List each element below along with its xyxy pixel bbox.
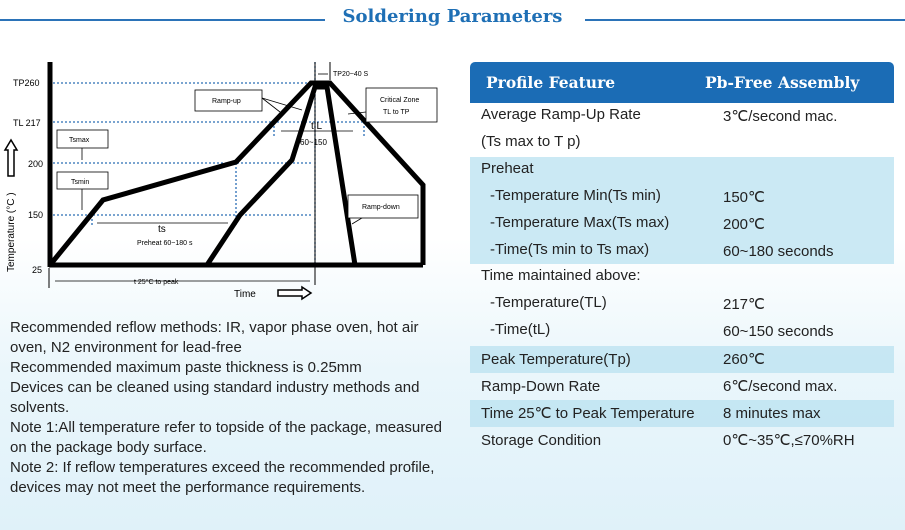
- table-row: Time maintained above: -Temperature(TL) …: [470, 264, 894, 346]
- row-value: 3℃/second mac.: [723, 108, 838, 125]
- table-row: Storage Condition 0℃~35℃,≤70%RH: [470, 427, 894, 454]
- tick-25: 25: [32, 265, 42, 275]
- ramp-up-label: Ramp-up: [212, 98, 241, 105]
- row-value: 260℃: [723, 351, 765, 368]
- ts-label: ts: [158, 224, 166, 235]
- tl-label: t L: [311, 121, 323, 132]
- row-label-2: (Ts max to T p): [481, 133, 581, 150]
- row-label: Ramp-Down Rate: [481, 378, 601, 395]
- tsmin-label: Tsmin: [71, 179, 89, 186]
- row-label: Average Ramp-Up Rate: [481, 106, 641, 123]
- critical-zone-label: Critical Zone: [380, 97, 419, 104]
- y-axis-label: Temperature (°C ): [6, 192, 17, 272]
- table-row: Time 25℃ to Peak Temperature 8 minutes m…: [470, 400, 894, 427]
- tick-tl217: TL 217: [13, 118, 41, 128]
- label-boxes: [56, 87, 438, 219]
- title-rule-left: [0, 19, 325, 21]
- table-row: Preheat -Temperature Min(Ts min) -Temper…: [470, 157, 894, 264]
- row-value: 6℃/second max.: [723, 378, 838, 395]
- header-profile-feature: Profile Feature: [486, 73, 616, 92]
- up-arrow-icon: [3, 138, 19, 177]
- row-sub-label: -Temperature Max(Ts max): [490, 214, 670, 231]
- profile-curves: [47, 62, 426, 268]
- row-value: 0℃~35℃,≤70%RH: [723, 432, 855, 449]
- row-label: Peak Temperature(Tp): [481, 351, 631, 368]
- tp-duration-label: TP20~40 S: [333, 71, 369, 78]
- row-value: 150℃: [723, 189, 765, 206]
- row-value: 217℃: [723, 296, 765, 313]
- notes: Recommended reflow methods: IR, vapor ph…: [10, 318, 450, 498]
- row-label: Time maintained above:: [481, 267, 641, 284]
- soldering-table: Profile Feature Pb-Free Assembly Average…: [470, 62, 894, 454]
- preheat-label: Preheat 60~180 s: [137, 240, 193, 247]
- title-rule-right: [585, 19, 905, 21]
- row-sub-label: -Time(tL): [490, 321, 551, 338]
- row-value: 8 minutes max: [723, 405, 821, 422]
- row-sub-label: -Time(Ts min to Ts max): [490, 241, 650, 258]
- note-paste: Recommended maximum paste thickness is 0…: [10, 359, 362, 376]
- row-sub-label: -Temperature(TL): [490, 294, 607, 311]
- tick-150: 150: [28, 210, 43, 220]
- reflow-profile-diagram: TP260 TL 217 200 150 25 Temperature (°C …: [3, 62, 438, 301]
- x-axis-label: Time: [234, 289, 256, 300]
- row-label: Storage Condition: [481, 432, 602, 449]
- t25-label: t 25°C to peak: [134, 278, 179, 286]
- row-label: Preheat: [481, 160, 534, 177]
- right-arrow-icon: [277, 285, 313, 301]
- tick-200: 200: [28, 159, 43, 169]
- note-reflow: Recommended reflow methods: IR, vapor ph…: [10, 319, 423, 356]
- ramp-down-label: Ramp-down: [362, 204, 400, 211]
- tl-range-label: 60~150: [300, 138, 327, 147]
- table-row: Average Ramp-Up Rate (Ts max to T p) 3℃/s…: [470, 103, 894, 157]
- row-sub-label: -Temperature Min(Ts min): [490, 187, 661, 204]
- row-value: 60~150 seconds: [723, 323, 834, 340]
- row-value: 60~180 seconds: [723, 243, 834, 260]
- tick-tp260: TP260: [13, 78, 40, 88]
- note-2: Note 2: If reflow temperatures exceed th…: [10, 459, 439, 496]
- row-label: Time 25℃ to Peak Temperature: [481, 405, 695, 422]
- critical-zone-sub-label: TL to TP: [383, 109, 410, 116]
- row-value: 200℃: [723, 216, 765, 233]
- table-row: Peak Temperature(Tp) 260℃: [470, 346, 894, 373]
- table-row: Ramp-Down Rate 6℃/second max.: [470, 373, 894, 400]
- page-title: Soldering Parameters: [342, 6, 563, 27]
- note-1: Note 1:All temperature refer to topside …: [10, 419, 447, 456]
- table-header: Profile Feature Pb-Free Assembly: [470, 62, 894, 103]
- header-pb-free: Pb-Free Assembly: [705, 73, 860, 92]
- tsmax-label: Tsmax: [69, 137, 90, 144]
- note-cleaning: Devices can be cleaned using standard in…: [10, 379, 424, 416]
